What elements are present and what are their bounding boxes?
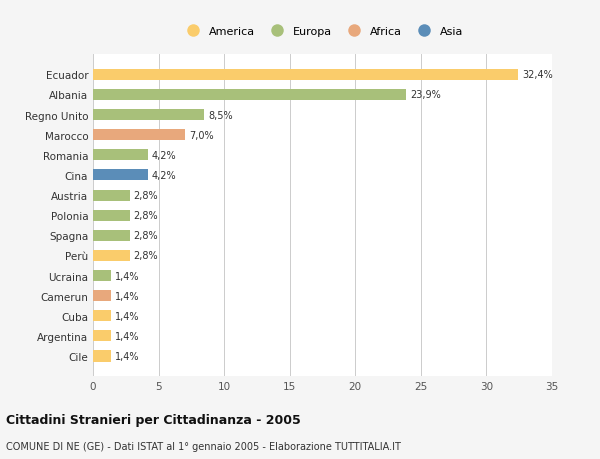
Text: 1,4%: 1,4%: [115, 311, 140, 321]
Text: 32,4%: 32,4%: [522, 70, 553, 80]
Text: 23,9%: 23,9%: [410, 90, 441, 100]
Legend: America, Europa, Africa, Asia: America, Europa, Africa, Asia: [178, 22, 467, 41]
Text: 8,5%: 8,5%: [208, 110, 233, 120]
Text: 4,2%: 4,2%: [152, 171, 176, 180]
Bar: [93, 190, 130, 201]
Bar: [93, 90, 406, 101]
Text: 4,2%: 4,2%: [152, 151, 176, 161]
Bar: [93, 330, 112, 341]
Text: 2,8%: 2,8%: [134, 211, 158, 221]
Text: 7,0%: 7,0%: [189, 130, 214, 140]
Text: 2,8%: 2,8%: [134, 190, 158, 201]
Bar: [93, 311, 112, 322]
Text: 2,8%: 2,8%: [134, 251, 158, 261]
Bar: [93, 130, 185, 141]
Bar: [93, 70, 518, 81]
Text: 1,4%: 1,4%: [115, 331, 140, 341]
Bar: [93, 250, 130, 262]
Bar: [93, 351, 112, 362]
Bar: [93, 210, 130, 221]
Bar: [93, 150, 148, 161]
Text: 2,8%: 2,8%: [134, 231, 158, 241]
Bar: [93, 270, 112, 281]
Text: Cittadini Stranieri per Cittadinanza - 2005: Cittadini Stranieri per Cittadinanza - 2…: [6, 413, 301, 426]
Text: COMUNE DI NE (GE) - Dati ISTAT al 1° gennaio 2005 - Elaborazione TUTTITALIA.IT: COMUNE DI NE (GE) - Dati ISTAT al 1° gen…: [6, 441, 401, 451]
Bar: [93, 170, 148, 181]
Text: 1,4%: 1,4%: [115, 351, 140, 361]
Bar: [93, 291, 112, 302]
Bar: [93, 110, 205, 121]
Bar: [93, 230, 130, 241]
Text: 1,4%: 1,4%: [115, 271, 140, 281]
Text: 1,4%: 1,4%: [115, 291, 140, 301]
